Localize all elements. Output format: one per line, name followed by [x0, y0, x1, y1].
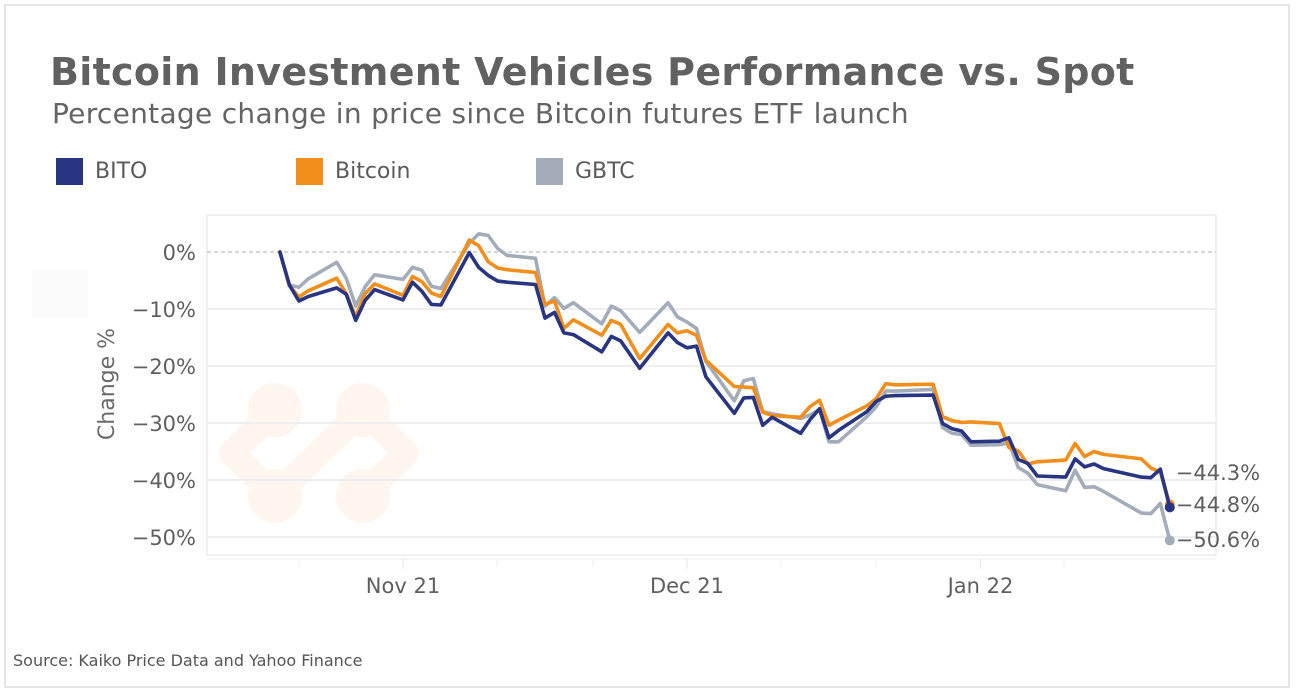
legend-label-gbtc: GBTC: [575, 159, 635, 184]
end-point-bito: [1164, 502, 1175, 513]
end-value-label: −44.8%: [1176, 493, 1260, 517]
legend-item-gbtc[interactable]: GBTC: [536, 158, 635, 185]
x-tick-label: Dec 21: [650, 574, 724, 598]
legend-swatch-bitcoin: [296, 158, 323, 185]
watermark-logo-icon: [219, 383, 419, 523]
legend-swatch-bito: [56, 158, 83, 185]
legend-item-bito[interactable]: BITO: [56, 158, 147, 185]
series-lines: [278, 232, 1175, 546]
end-value-label: −50.6%: [1176, 528, 1260, 552]
legend-swatch-gbtc: [536, 158, 563, 185]
chart-subtitle: Percentage change in price since Bitcoin…: [52, 97, 909, 130]
series-line-gbtc: [278, 232, 1172, 543]
series-line-bitcoin: [278, 238, 1172, 507]
plot-border: [206, 214, 1217, 556]
legend-item-bitcoin[interactable]: Bitcoin: [296, 158, 410, 185]
watermark-box: [32, 270, 88, 318]
y-axis: 0% −10% −20% −30% −40% −50%: [132, 241, 196, 550]
chart-frame: [4, 4, 1290, 688]
legend-label-bitcoin: Bitcoin: [335, 159, 411, 184]
chart-title: Bitcoin Investment Vehicles Performance …: [50, 50, 1135, 94]
plot-area: [206, 214, 1217, 556]
y-tick-label: 0%: [163, 241, 196, 265]
y-tick-label: −10%: [132, 298, 196, 322]
end-value-label: −44.3%: [1176, 461, 1260, 485]
x-tick-label: Nov 21: [366, 574, 440, 598]
y-tick-label: −50%: [132, 526, 196, 550]
series-line-bito: [278, 250, 1172, 510]
y-tick-label: −40%: [132, 469, 196, 493]
legend-label-bito: BITO: [95, 159, 148, 184]
end-point-gbtc: [1164, 535, 1175, 546]
y-axis-title: Change %: [95, 328, 120, 440]
end-labels: −44.3% −44.8% −50.6%: [1176, 461, 1260, 552]
y-tick-label: −30%: [132, 412, 196, 436]
x-tick-label: Jan 22: [946, 574, 1014, 598]
source-note: Source: Kaiko Price Data and Yahoo Finan…: [13, 651, 363, 670]
y-tick-label: −20%: [132, 355, 196, 379]
x-axis: Nov 21 Dec 21 Jan 22: [207, 558, 1216, 598]
